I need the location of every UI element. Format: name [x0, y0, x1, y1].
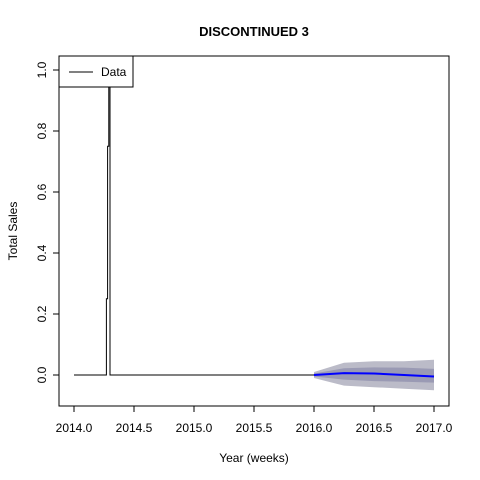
y-tick-label: 1.0 [35, 61, 49, 78]
x-tick-label: 2016.0 [296, 421, 333, 435]
y-tick-label: 0.4 [35, 244, 49, 261]
forecast-interval-bands [314, 359, 434, 391]
y-axis-title: Total Sales [6, 202, 20, 261]
series-line-forecast [313, 372, 435, 378]
x-tick-label: 2014.5 [116, 421, 153, 435]
forecast-band-inner [314, 367, 434, 383]
x-tick-label: 2017.0 [416, 421, 453, 435]
plot-frame [58, 55, 450, 407]
y-tick-label: 0.6 [35, 183, 49, 200]
series-lines [74, 69, 435, 378]
y-tick-label: 0.2 [35, 305, 49, 322]
legend: Data [58, 55, 134, 88]
y-tick-label: 0.8 [35, 122, 49, 139]
x-tick-label: 2016.5 [356, 421, 393, 435]
series-line-data [74, 69, 314, 376]
x-tick-label: 2014.0 [56, 421, 93, 435]
y-axis: 0.0 0.2 0.4 0.6 0.8 1.0 [35, 61, 60, 383]
y-tick-label: 0.0 [35, 366, 49, 383]
x-tick-label: 2015.0 [176, 421, 213, 435]
x-tick-label: 2015.5 [236, 421, 273, 435]
legend-label-data: Data [101, 65, 127, 79]
chart-title: DISCONTINUED 3 [199, 24, 309, 39]
x-axis-title: Year (weeks) [219, 451, 289, 465]
x-axis: 2014.0 2014.5 2015.0 2015.5 2016.0 2016.5 2017… [56, 405, 453, 435]
